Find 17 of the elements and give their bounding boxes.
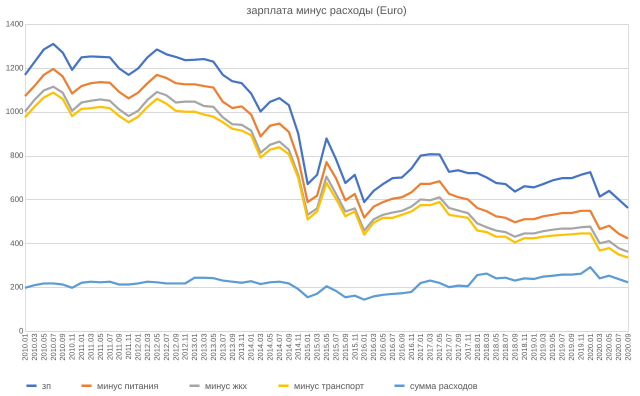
y-tick-label: 1200 [6,63,24,72]
line-series [24,266,630,301]
y-tick-label: 400 [10,238,24,248]
y-tick-label: 600 [10,194,24,204]
line-series [24,68,630,240]
legend-label: зп [42,380,52,391]
y-tick-label: 1000 [6,107,24,116]
y-tick-label: 200 [10,282,24,292]
chart-title: зарплата минус расходы (Euro) [246,5,407,17]
legend-label: сумма расходов [410,380,478,391]
legend-label: минус питания [97,380,159,391]
legend-label: минус транспорт [294,380,364,391]
y-tick-label: 1400 [6,20,24,28]
legend-label: минус жкх [205,380,248,391]
line-series [24,42,630,210]
y-tick-label: 800 [10,151,24,160]
y-tick-label: 0 [19,326,24,336]
